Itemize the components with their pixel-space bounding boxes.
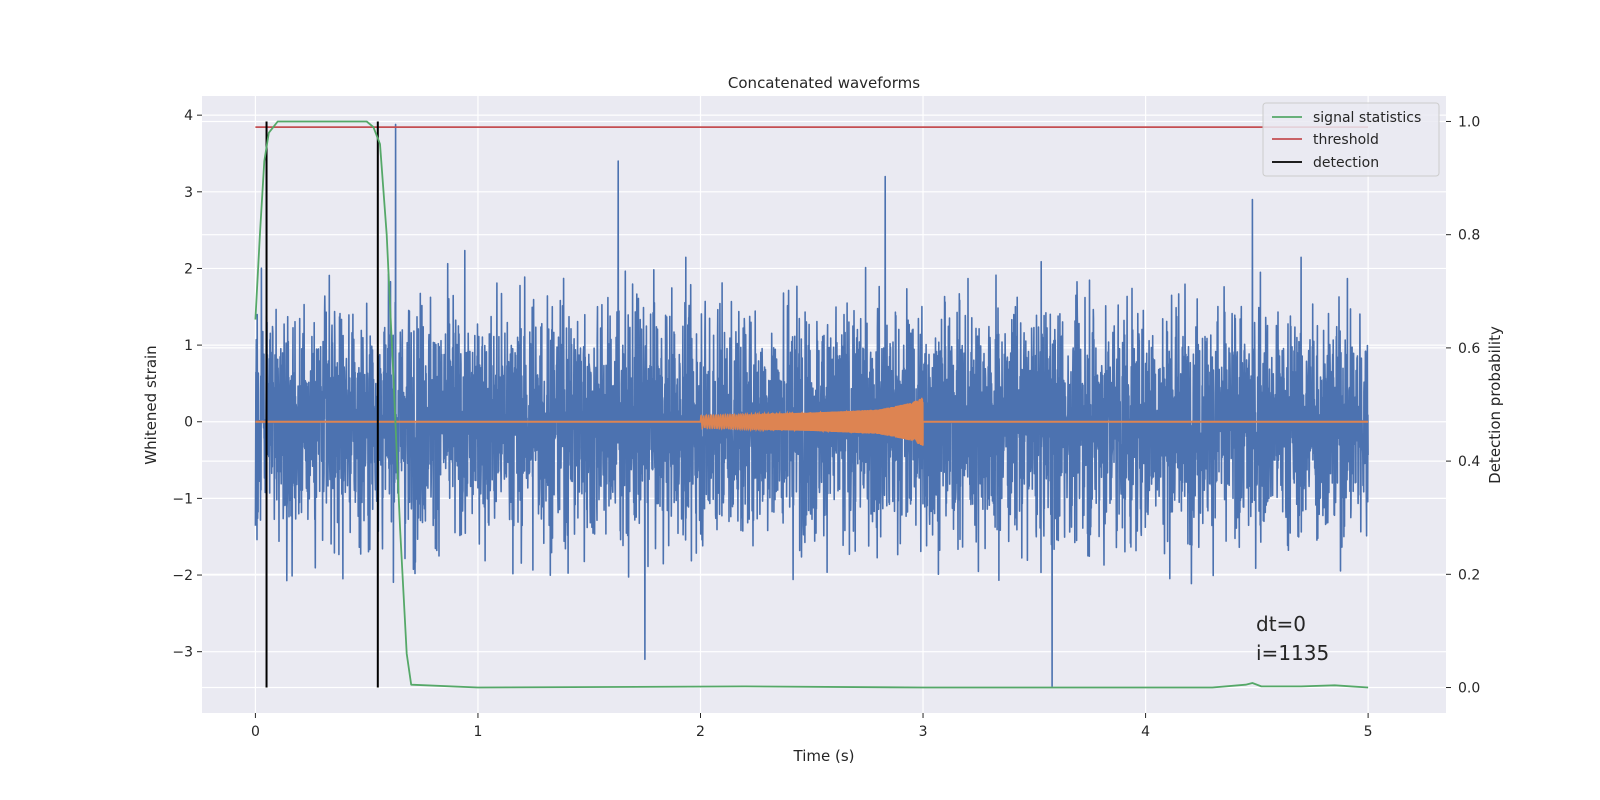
x-tick-label-5: 5 bbox=[1364, 724, 1373, 740]
y-left-tick-label-0: −3 bbox=[172, 645, 193, 661]
y-right-tick-label-3: 0.6 bbox=[1458, 341, 1480, 357]
legend-label-signal-statistics: signal statistics bbox=[1313, 110, 1421, 126]
x-ticks: 0 1 2 3 4 5 bbox=[251, 713, 1373, 740]
y-right-tick-label-0: 0.0 bbox=[1458, 681, 1480, 697]
chart-title: Concatenated waveforms bbox=[728, 74, 920, 92]
x-axis-label: Time (s) bbox=[793, 747, 855, 765]
y-left-ticks: −3 −2 −1 0 1 2 3 4 bbox=[172, 108, 202, 661]
y-right-ticks: 0.0 0.2 0.4 0.6 0.8 1.0 bbox=[1446, 114, 1480, 697]
y-right-tick-label-1: 0.2 bbox=[1458, 567, 1480, 583]
y-right-tick-label-4: 0.8 bbox=[1458, 228, 1480, 244]
x-tick-label-3: 3 bbox=[919, 724, 928, 740]
legend-box bbox=[1262, 102, 1440, 177]
y-left-axis-label: Whitened strain bbox=[142, 345, 160, 464]
legend-label-threshold: threshold bbox=[1313, 132, 1379, 148]
y-left-tick-label-2: −1 bbox=[172, 491, 193, 507]
series-layer bbox=[254, 120, 1369, 689]
y-left-tick-label-6: 3 bbox=[184, 185, 193, 201]
annotation-dt: dt=0 bbox=[1256, 612, 1306, 636]
strain-noise-line bbox=[254, 123, 1369, 687]
legend: signal statistics threshold detection bbox=[1262, 102, 1440, 177]
y-left-tick-label-3: 0 bbox=[184, 415, 193, 431]
legend-label-detection: detection bbox=[1313, 155, 1379, 171]
x-tick-label-2: 2 bbox=[696, 724, 705, 740]
y-left-tick-label-4: 1 bbox=[184, 338, 193, 354]
y-right-axis-label: Detection probability bbox=[1486, 326, 1504, 484]
y-right-tick-label-5: 1.0 bbox=[1458, 114, 1480, 130]
y-right-tick-label-2: 0.4 bbox=[1458, 454, 1480, 470]
x-tick-label-4: 4 bbox=[1141, 724, 1150, 740]
annotation-index: i=1135 bbox=[1256, 641, 1329, 665]
y-left-tick-label-1: −2 bbox=[172, 568, 193, 584]
x-tick-label-1: 1 bbox=[473, 724, 482, 740]
signal-statistics-line bbox=[254, 120, 1369, 689]
y-left-tick-label-5: 2 bbox=[184, 261, 193, 277]
x-tick-label-0: 0 bbox=[251, 724, 260, 740]
y-left-tick-label-7: 4 bbox=[184, 108, 193, 124]
injected-chirp-line bbox=[699, 397, 924, 446]
